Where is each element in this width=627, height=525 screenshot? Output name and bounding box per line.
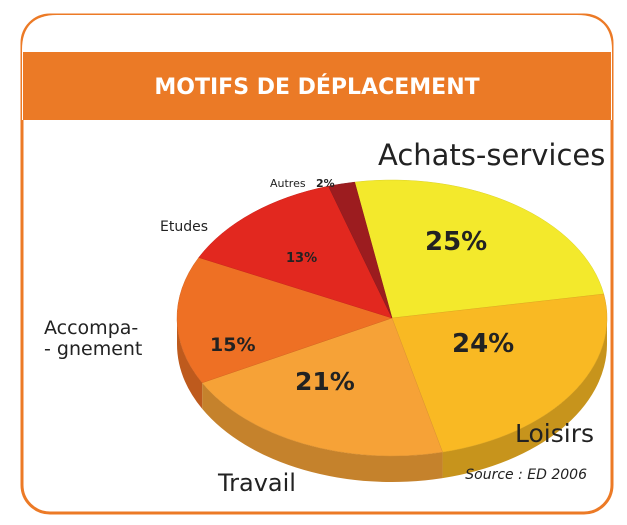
category-label: Travail: [218, 469, 296, 497]
pie-slice: [198, 185, 393, 319]
category-label: Accompa- - gnement: [44, 317, 143, 360]
value-label: 25%: [425, 227, 488, 257]
pie-side: [202, 382, 443, 482]
chart-title: MOTIFS DE DÉPLACEMENT: [154, 74, 479, 100]
pie-slice: [328, 181, 393, 319]
value-label: 15%: [210, 334, 256, 356]
value-label: 13%: [286, 251, 318, 266]
pie-slice: [176, 257, 393, 384]
header-band: [23, 52, 611, 120]
category-label: Loisirs: [515, 419, 595, 448]
category-label: Autres: [270, 177, 306, 190]
source: Source : ED 2006: [465, 467, 587, 483]
category-label: Etudes: [160, 219, 209, 235]
pie-side: [177, 318, 203, 409]
pie-slice: [391, 293, 608, 453]
pie-slice: [201, 317, 443, 457]
value-label: 21%: [295, 367, 355, 396]
value-label: 24%: [452, 329, 515, 359]
pie-side: [442, 318, 607, 479]
pie-slice: [354, 179, 605, 319]
value-label: 2%: [316, 177, 335, 190]
category-label: Achats-services: [378, 138, 606, 172]
